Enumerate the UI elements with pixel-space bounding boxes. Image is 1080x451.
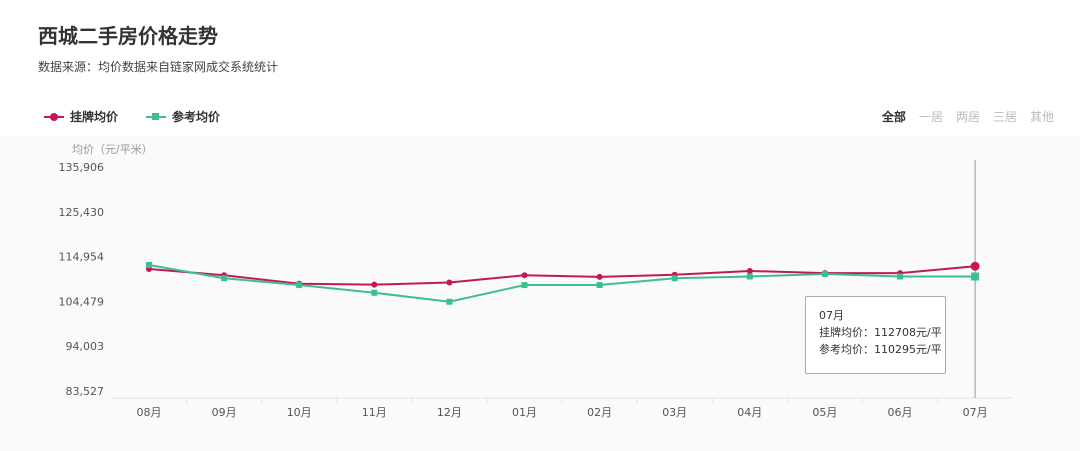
x-tick-label: 06月 [888,406,913,419]
tooltip-reference-price: 参考均价：110295元/平 [819,343,942,356]
line-square-icon [146,112,167,122]
chart-title: 西城二手房价格走势 [38,24,218,48]
x-tick-label: 03月 [662,406,687,419]
tooltip-month: 07月 [819,309,844,322]
y-tick-label: 104,479 [59,295,105,308]
x-tick-label: 12月 [437,406,462,419]
legend-item-reference-price[interactable]: 参考均价 [146,108,220,125]
x-tick-label: 02月 [587,406,612,419]
data-point [296,282,303,289]
y-axis-title: 均价（元/平米） [72,143,153,156]
x-tick-label: 01月 [512,406,537,419]
data-point [146,261,152,268]
data-point [371,289,378,296]
y-tick-label: 135,906 [59,161,105,174]
series-line-2 [148,263,976,303]
data-point [446,298,453,305]
y-tick-label: 125,430 [59,206,105,219]
data-point [821,270,828,277]
data-point [596,273,603,280]
filter-three-room[interactable]: 三居 [992,110,1017,124]
chart-legend: 挂牌均价 参考均价 [44,108,248,125]
legend-label: 挂牌均价 [70,110,119,124]
y-tick-label: 83,527 [66,385,105,398]
filter-one-room[interactable]: 一居 [918,110,943,124]
legend-item-listing-price[interactable]: 挂牌均价 [44,108,118,125]
room-filter: 全部 一居 两居 三居 其他 [869,108,1054,125]
data-point [521,282,528,289]
x-tick-label: 04月 [737,406,762,419]
filter-two-room[interactable]: 两居 [955,110,980,124]
data-point [971,272,980,281]
x-tick-label: 08月 [137,406,162,419]
filter-other[interactable]: 其他 [1029,110,1054,124]
x-tick-label: 11月 [362,406,387,419]
chart-subtitle: 数据来源：均价数据来自链家网成交系统统计 [38,60,279,74]
data-point [596,282,603,289]
series-line-1 [148,265,976,286]
filter-all[interactable]: 全部 [881,110,906,124]
chart-tooltip: 07月 挂牌均价：112708元/平 参考均价：110295元/平 [805,296,946,374]
line-dot-icon [44,112,64,122]
x-tick-label: 05月 [812,406,837,419]
data-point [671,275,678,282]
x-tick-label: 09月 [212,406,237,419]
tooltip-listing-price: 挂牌均价：112708元/平 [819,326,942,339]
legend-label: 参考均价 [172,110,221,124]
data-point [746,273,753,280]
x-tick-label: 10月 [287,406,312,419]
data-point [746,267,753,274]
data-point [970,261,980,271]
data-point [521,272,528,279]
x-tick-label: 07月 [963,406,988,419]
y-tick-label: 114,954 [59,251,105,264]
data-point [446,279,453,286]
data-point [371,281,378,288]
data-point [897,273,903,280]
data-point [221,275,228,282]
y-tick-label: 94,003 [66,340,105,353]
